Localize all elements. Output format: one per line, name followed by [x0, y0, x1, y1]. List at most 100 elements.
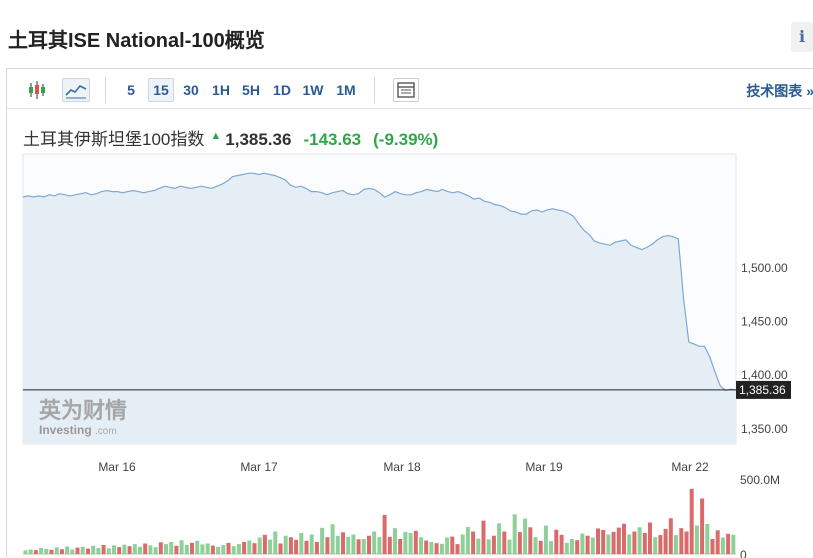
volume-bar — [294, 539, 299, 555]
volume-bar — [419, 537, 423, 554]
price-chart[interactable]: 1,500.00 1,450.00 1,400.00 1,350.00 Mar 16 Ma… — [7, 69, 813, 558]
volume-bar — [705, 524, 710, 554]
volume-bar — [257, 537, 262, 554]
volume-bar — [648, 522, 652, 554]
volume-bar — [210, 545, 215, 554]
volume-bar — [346, 536, 351, 555]
volume-bar — [231, 546, 236, 554]
volume-bar — [242, 542, 247, 554]
timeframe-30[interactable]: 30 — [183, 82, 199, 98]
x-tick-label: Mar 18 — [383, 460, 421, 474]
volume-bar — [726, 533, 731, 555]
volume-bar — [96, 548, 101, 554]
last-price-tag-label: 1,385.36 — [739, 383, 786, 397]
volume-bar — [132, 544, 137, 554]
volume-bar — [471, 531, 476, 554]
volume-bar — [429, 542, 434, 554]
volume-bar — [127, 546, 132, 554]
volume-bar — [663, 528, 668, 554]
volume-bar — [320, 527, 325, 555]
info-icon[interactable]: i — [791, 22, 813, 52]
volume-bar — [450, 536, 455, 554]
x-tick-label: Mar 16 — [98, 460, 136, 474]
table-icon[interactable] — [393, 78, 419, 102]
x-tick-label: Mar 22 — [671, 460, 709, 474]
chart-widget: 5 15 30 1H 5H 1D 1W 1M 技术图表 » 土耳其伊斯坦堡100指数 ▲ 1,38… — [6, 68, 813, 558]
volume-bar — [221, 545, 226, 554]
volume-bar — [694, 525, 699, 554]
volume-bar — [262, 534, 267, 554]
volume-bar — [653, 537, 658, 554]
volume-bar — [502, 531, 507, 554]
timeframe-1h[interactable]: 1H — [212, 82, 230, 98]
volume-bar — [190, 542, 194, 555]
volume-bar — [554, 529, 559, 554]
volume-bar — [195, 540, 200, 554]
x-tick-label: Mar 17 — [240, 460, 278, 474]
volume-bar — [164, 544, 168, 554]
volume-bar — [720, 537, 725, 554]
volume-bar — [622, 523, 626, 554]
volume-bar — [148, 545, 153, 554]
timeframe-5h[interactable]: 5H — [242, 82, 260, 98]
technical-chart-link[interactable]: 技术图表 » — [746, 83, 813, 99]
volume-bar — [169, 542, 174, 554]
timeframe-5[interactable]: 5 — [127, 82, 135, 98]
volume-bar — [309, 534, 314, 554]
candlestick-icon[interactable] — [25, 78, 53, 102]
volume-bar — [91, 545, 96, 555]
volume-bar — [299, 533, 304, 554]
volume-bar — [59, 549, 64, 554]
volume-bar — [601, 530, 606, 554]
volume-bar — [642, 533, 647, 554]
volume-bar — [112, 545, 116, 554]
volume-bar — [674, 535, 678, 554]
volume-bar — [143, 543, 148, 554]
page-title: 土耳其ISE National-100概览 — [8, 30, 265, 52]
volume-bar — [153, 547, 158, 555]
volume-bar — [403, 531, 408, 554]
volume-bar — [106, 548, 111, 554]
volume-bar — [491, 535, 496, 554]
volume-bar — [283, 535, 288, 554]
volume-tick-label: 500.0M — [740, 473, 780, 487]
volume-bar — [481, 520, 486, 554]
volume-bar — [585, 535, 590, 554]
timeframe-1d[interactable]: 1D — [273, 82, 291, 98]
timeframe-1w[interactable]: 1W — [302, 82, 324, 98]
volume-bar — [75, 547, 80, 554]
volume-bar — [184, 545, 189, 554]
volume-bar — [507, 539, 512, 554]
volume-bar — [268, 539, 273, 554]
volume-bar — [393, 528, 397, 554]
volume-bar — [304, 540, 309, 554]
volume-bar — [580, 533, 585, 554]
volume-bar — [247, 540, 252, 554]
volume-bar — [356, 539, 361, 554]
volume-bar — [44, 548, 49, 555]
volume-bar — [590, 537, 595, 554]
volume-bar — [367, 535, 371, 554]
volume-bar — [23, 550, 28, 555]
volume-bar — [377, 537, 382, 554]
volume-bar — [439, 543, 444, 554]
volume-bar — [606, 534, 611, 554]
volume-bar — [455, 544, 460, 554]
volume-bar — [715, 530, 720, 554]
timeframe-15[interactable]: 15 — [148, 78, 174, 102]
x-tick-label: Mar 19 — [525, 460, 563, 474]
volume-bar — [460, 534, 465, 554]
last-price: 1,385.36 — [225, 130, 292, 149]
volume-bar — [179, 540, 184, 554]
volume-bar — [533, 537, 538, 554]
volume-bar — [424, 540, 429, 554]
line-chart-icon[interactable] — [62, 78, 90, 102]
volume-bar — [138, 546, 142, 554]
volume-bar — [158, 542, 163, 554]
volume-bar — [517, 532, 522, 554]
volume-bar — [700, 498, 705, 554]
timeframe-1m[interactable]: 1M — [336, 82, 356, 98]
volume-bar — [523, 518, 528, 554]
volume-bar — [596, 528, 600, 554]
watermark-logo: 英为财情 — [39, 398, 127, 424]
